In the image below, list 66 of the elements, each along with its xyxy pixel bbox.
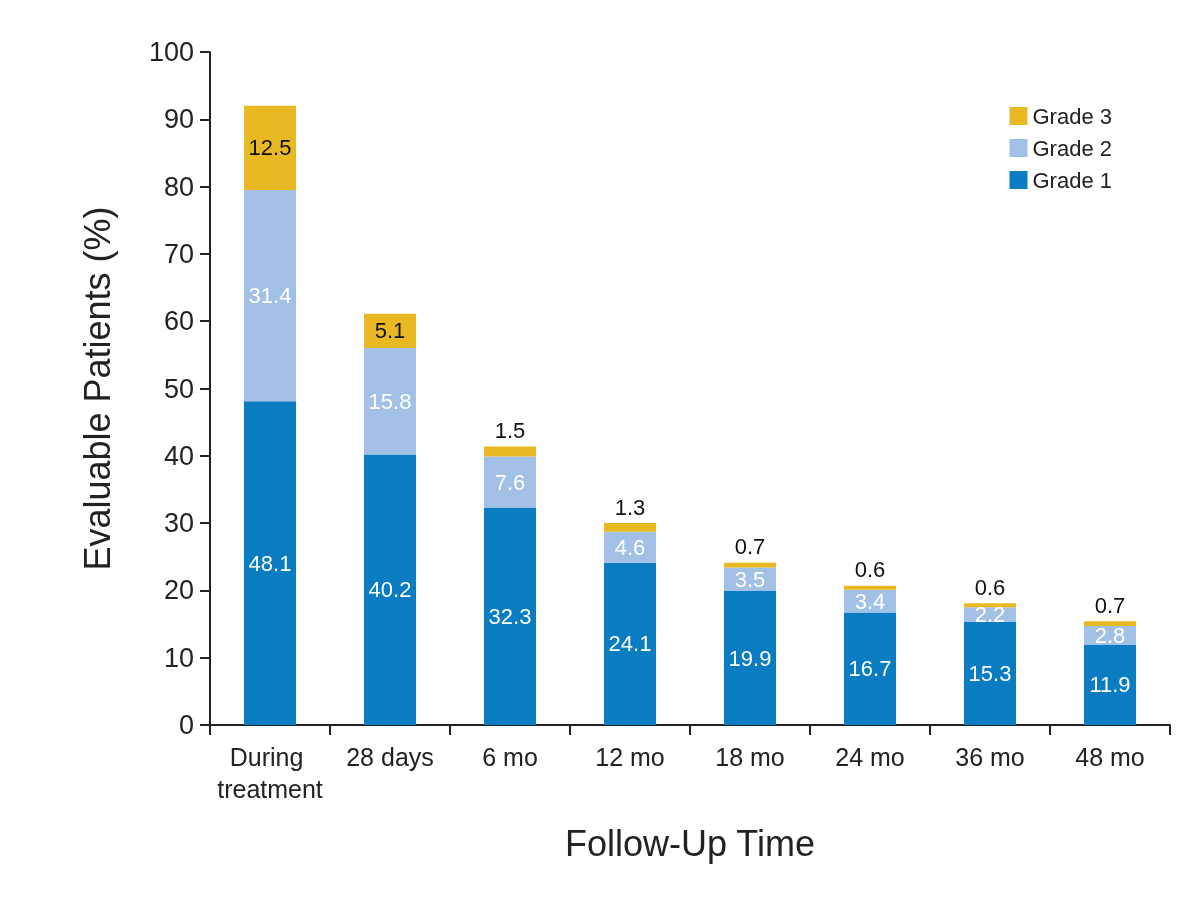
- bar: [364, 454, 416, 725]
- data-label: 11.9: [1089, 672, 1131, 698]
- bar: [244, 105, 296, 190]
- bar: [1084, 621, 1136, 627]
- data-label: 16.7: [848, 656, 892, 682]
- data-label: 7.6: [494, 469, 526, 495]
- data-label: 0.7: [734, 534, 766, 560]
- bar: [844, 612, 896, 725]
- y-axis-title: Evaluable Patients (%): [76, 206, 118, 571]
- data-label: 3.4: [854, 588, 886, 614]
- y-tick-label: 50: [163, 373, 194, 404]
- x-axis-title: Follow-Up Time: [564, 822, 816, 864]
- y-tick-label: 20: [163, 575, 194, 606]
- x-tick-label: 12 mo: [595, 743, 665, 771]
- x-tick-label: 48 mo: [1075, 743, 1145, 771]
- data-label: 1.3: [614, 494, 646, 520]
- data-label: 15.8: [368, 388, 412, 414]
- y-tick-label: 0: [178, 710, 194, 740]
- data-label: 4.6: [614, 534, 646, 560]
- x-tick-label: 6 mo: [482, 743, 538, 771]
- bar: [484, 507, 536, 725]
- data-label: 19.9: [728, 645, 772, 671]
- bar: [244, 401, 296, 725]
- y-tick-label: 60: [163, 306, 194, 337]
- y-tick-label: 40: [163, 440, 194, 471]
- y-tick-label: 70: [163, 238, 194, 269]
- data-label: 15.3: [968, 661, 1012, 687]
- data-label: 1.5: [494, 417, 526, 443]
- data-label: 40.2: [368, 577, 412, 603]
- data-label: 31.4: [248, 283, 292, 309]
- bar: [604, 562, 656, 725]
- legend-label: Grade 3: [1032, 103, 1113, 129]
- x-tick-label: 36 mo: [955, 743, 1025, 771]
- bar: [1084, 644, 1136, 725]
- bar: [724, 591, 776, 725]
- legend-label: Grade 1: [1032, 167, 1113, 193]
- y-tick-label: 90: [163, 104, 194, 135]
- x-tick-label: 24 mo: [835, 743, 905, 771]
- data-label: 2.2: [974, 602, 1006, 628]
- y-tick-label: 100: [148, 37, 194, 67]
- y-tick-label: 10: [163, 642, 194, 673]
- bar: [364, 348, 416, 455]
- data-label: 12.5: [248, 135, 292, 161]
- data-label: 0.6: [854, 557, 886, 583]
- data-label: 24.1: [608, 631, 652, 657]
- data-label: 0.7: [1094, 592, 1126, 618]
- legend-label: Grade 2: [1032, 135, 1113, 161]
- data-label: 48.1: [248, 550, 292, 576]
- data-label: 2.8: [1094, 622, 1126, 648]
- bar: [724, 562, 776, 568]
- bar: [484, 456, 536, 508]
- x-tick-label: 18 mo: [715, 743, 785, 771]
- x-tick-label: 28 days: [346, 743, 434, 771]
- data-label: 32.3: [488, 603, 532, 629]
- bar: [484, 446, 536, 457]
- bar: [604, 523, 656, 532]
- data-label: 3.5: [734, 566, 766, 592]
- bar: [244, 189, 296, 402]
- data-label: 0.6: [974, 574, 1006, 600]
- y-tick-label: 30: [163, 508, 194, 539]
- x-tick-label: During treatment: [217, 743, 323, 803]
- y-tick-label: 80: [163, 171, 194, 202]
- data-label: 5.1: [374, 318, 406, 344]
- bar: [964, 622, 1016, 725]
- bar: [844, 585, 896, 590]
- bar: [964, 603, 1016, 608]
